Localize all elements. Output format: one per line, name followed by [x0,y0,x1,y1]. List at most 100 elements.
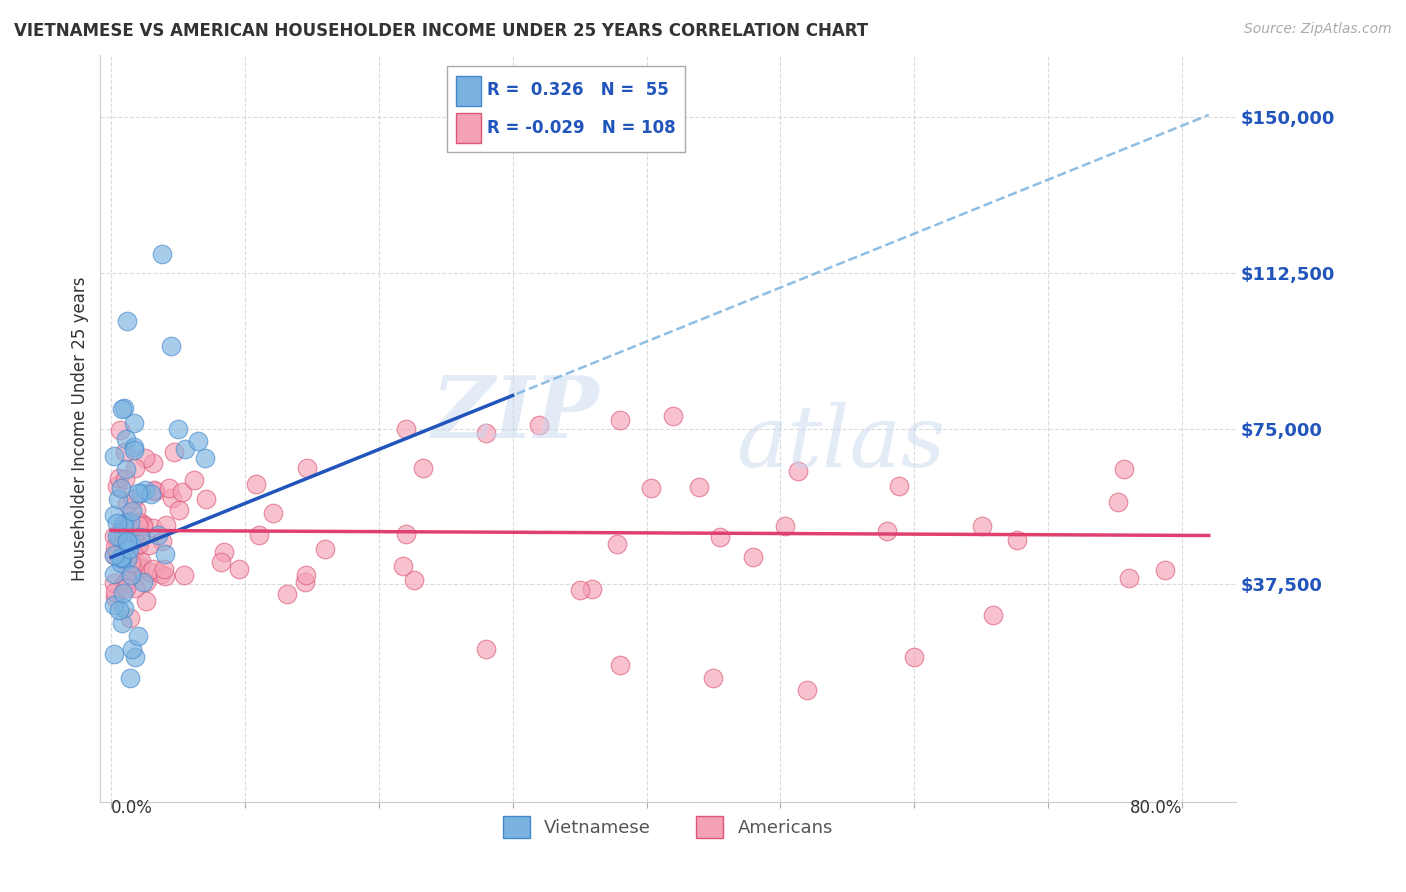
Point [141,487,163,501]
Point [103,598,125,612]
Point [609,658,631,673]
Point [127,536,149,550]
Point [114,516,136,530]
Point [118,541,141,556]
Point [115,560,138,574]
Point [228,562,250,576]
Text: Source: ZipAtlas.com: Source: ZipAtlas.com [1244,22,1392,37]
Point [127,516,149,531]
Point [122,416,145,430]
Point [112,577,135,591]
Point [107,548,129,562]
Point [173,442,195,457]
Point [160,491,183,505]
Point [262,506,284,520]
Point [606,537,628,551]
Point [569,582,592,597]
FancyBboxPatch shape [456,76,481,106]
Point [104,590,127,604]
Point [108,470,131,484]
Point [124,650,146,665]
Point [124,443,146,458]
Point [114,445,136,459]
Point [120,567,142,582]
Point [903,650,925,665]
Point [120,556,142,570]
Point [103,450,125,464]
Point [143,483,166,498]
Point [104,584,127,599]
Point [131,519,153,533]
Point [112,601,135,615]
Point [412,461,434,475]
Point [105,479,128,493]
Point [153,562,176,576]
Point [702,671,724,685]
Point [1114,462,1136,476]
Point [105,516,128,530]
Point [110,481,132,495]
Point [108,603,131,617]
Point [150,247,173,261]
Point [209,555,232,569]
Point [775,519,797,533]
Point [149,567,172,582]
Point [134,483,156,498]
Point [970,519,993,533]
FancyBboxPatch shape [447,66,685,153]
Point [1107,495,1129,509]
Text: R = -0.029   N = 108: R = -0.029 N = 108 [488,119,676,136]
Point [662,409,685,424]
Point [155,518,177,533]
Point [115,552,138,566]
Point [110,549,132,564]
Point [115,533,138,548]
Point [212,545,235,559]
Text: atlas: atlas [737,402,945,485]
Point [640,481,662,495]
Point [103,548,125,562]
Point [150,534,173,549]
Point [104,540,127,554]
Point [981,608,1004,623]
Point [118,523,141,537]
Point [120,568,142,582]
Point [155,569,177,583]
Point [160,339,183,353]
Point [529,417,551,432]
Point [135,594,157,608]
Point [142,456,165,470]
Point [129,486,152,500]
Point [107,528,129,542]
Point [475,641,498,656]
Point [117,573,139,587]
Point [107,528,129,542]
Point [124,461,146,475]
Point [142,483,165,497]
Point [394,422,416,436]
Legend: Vietnamese, Americans: Vietnamese, Americans [495,809,841,846]
Point [742,549,765,564]
Point [103,549,125,563]
Point [127,518,149,533]
Point [118,671,141,685]
Point [114,472,136,486]
Point [245,477,267,491]
Point [118,537,141,551]
Point [115,432,138,446]
Point [110,522,132,536]
Point [121,504,143,518]
Point [114,582,136,596]
Point [108,423,131,437]
Point [118,534,141,549]
Point [132,574,155,589]
Point [115,535,138,549]
Point [120,516,142,530]
Point [172,485,194,500]
Point [124,440,146,454]
Point [247,528,270,542]
Point [114,462,136,476]
Point [110,550,132,565]
Point [114,401,136,415]
Point [111,616,134,631]
